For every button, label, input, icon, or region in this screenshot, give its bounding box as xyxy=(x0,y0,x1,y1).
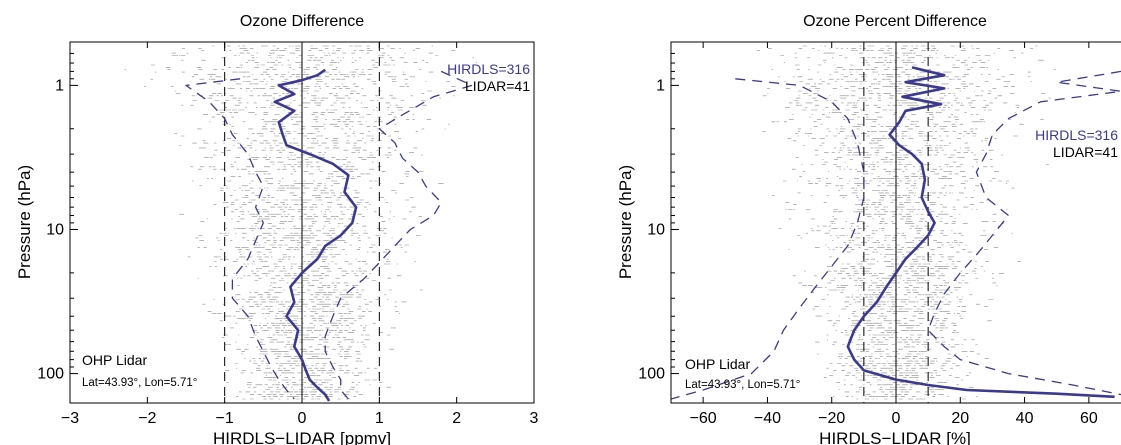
x-tick-label: −40 xyxy=(754,410,781,427)
mean-difference-line xyxy=(273,68,358,402)
y-tick-label: 10 xyxy=(647,221,665,238)
y-ticks: 1 10 100 xyxy=(37,41,78,383)
x-tick-label: −60 xyxy=(690,410,717,427)
y-tick-label: 100 xyxy=(37,366,64,383)
legend-lidar: LIDAR=41 xyxy=(1053,144,1118,160)
scatter-samples xyxy=(757,45,1056,400)
x-tick-label: −20 xyxy=(818,410,845,427)
x-tick-label: 20 xyxy=(951,410,969,427)
std-dev-line xyxy=(671,78,865,400)
x-tick-label: 0 xyxy=(298,410,307,427)
legend-hirdls: HIRDLS=316 xyxy=(447,61,530,77)
chart-title: Ozone Difference xyxy=(240,13,364,30)
y-ticks: 1 10 100 xyxy=(638,41,679,383)
x-axis-label: HIRDLS−LIDAR [%] xyxy=(819,429,971,445)
x-tick-label: 3 xyxy=(530,410,539,427)
legend-hirdls: HIRDLS=316 xyxy=(1035,127,1118,143)
ozone-percent-difference-panel: Ozone Percent Difference Pressure (hPa) … xyxy=(616,13,1121,445)
x-tick-label: 2 xyxy=(452,410,461,427)
x-tick-label: 0 xyxy=(892,410,901,427)
scatter-samples xyxy=(124,45,477,400)
legend-lidar: LIDAR=41 xyxy=(465,78,530,94)
ozone-difference-panel: Ozone Difference Pressure (hPa) HIRDLS−L… xyxy=(15,13,539,445)
reference-lines xyxy=(224,42,380,403)
x-axis-label: HIRDLS−LIDAR [ppmv] xyxy=(213,429,391,445)
x-tick-label: −1 xyxy=(216,410,234,427)
sample-scatter xyxy=(757,45,1056,400)
x-ticks: −3 −2 −1 0 1 2 3 xyxy=(61,42,539,427)
series-lines xyxy=(671,66,1121,400)
y-axis-label: Pressure (hPa) xyxy=(15,165,34,279)
x-tick-label: 60 xyxy=(1080,410,1098,427)
annotation-station: OHP Lidar xyxy=(685,356,750,372)
series-lines xyxy=(185,68,473,402)
annotation-station: OHP Lidar xyxy=(82,352,147,368)
x-ticks: −60 −40 −20 0 20 40 60 xyxy=(690,42,1098,427)
y-tick-label: 10 xyxy=(46,221,64,238)
y-tick-label: 100 xyxy=(638,366,665,383)
annotation-location: Lat=43.93°, Lon=5.71° xyxy=(685,379,800,391)
y-tick-label: 1 xyxy=(656,77,665,94)
y-axis-label: Pressure (hPa) xyxy=(616,165,635,279)
std-dev-line xyxy=(185,78,295,400)
y-tick-label: 1 xyxy=(55,77,64,94)
x-tick-label: −2 xyxy=(138,410,156,427)
x-tick-label: −3 xyxy=(61,410,79,427)
chart-title: Ozone Percent Difference xyxy=(803,13,987,30)
mean-difference-line xyxy=(846,66,1115,399)
annotation-location: Lat=43.93°, Lon=5.71° xyxy=(82,377,197,389)
sample-scatter xyxy=(124,45,477,400)
std-dev-line xyxy=(324,70,473,400)
x-tick-label: 40 xyxy=(1016,410,1034,427)
reference-lines xyxy=(863,42,929,403)
std-dev-line xyxy=(927,70,1121,396)
x-tick-label: 1 xyxy=(375,410,384,427)
